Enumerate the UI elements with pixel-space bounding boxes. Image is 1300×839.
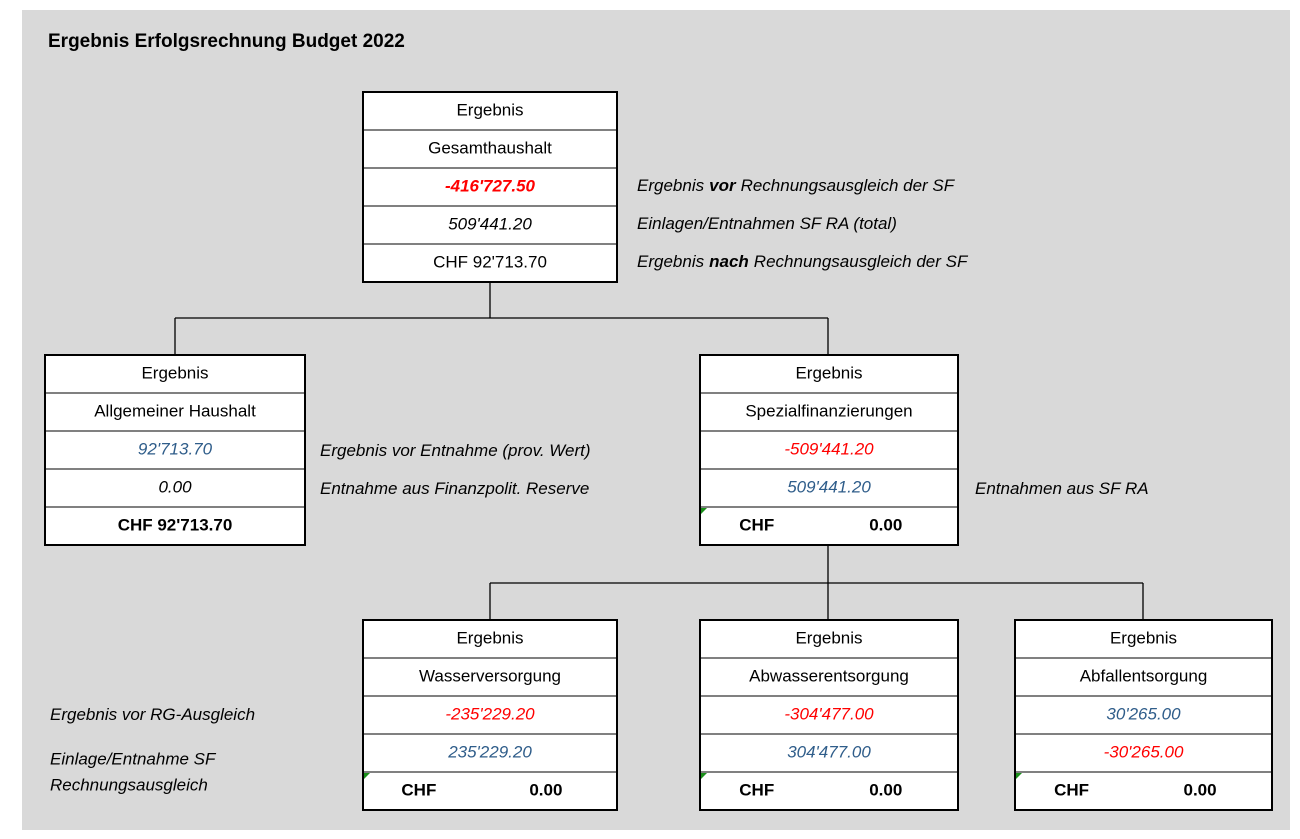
note-part: Entnahmen aus SF RA [975, 479, 1149, 498]
result-box: Ergebnis Allgemeiner Haushalt 92'713.70 0.0… [44, 354, 306, 546]
cell-text: 509'441.20 [448, 214, 532, 233]
result-box: Ergebnis Abwasserentsorgung -304'477.00 304… [699, 619, 959, 811]
cell-text: 0.00 [158, 477, 192, 496]
note-line: Einlage/Entnahme SF [50, 749, 217, 768]
cell-text: Abfallentsorgung [1080, 666, 1208, 685]
cell-text: CHF 92'713.70 [433, 252, 547, 271]
result-box: Ergebnis Spezialfinanzierungen -509'441.20… [699, 354, 959, 546]
cell-marker [701, 508, 707, 514]
cell-text: -509'441.20 [784, 439, 874, 458]
note-part: nach [709, 252, 749, 271]
note-part: Ergebnis vor RG-Ausgleich [50, 705, 255, 724]
cell-marker [364, 773, 370, 779]
amount: 0.00 [1183, 780, 1216, 799]
cell-text: Wasserversorgung [419, 666, 561, 685]
amount: 0.00 [529, 780, 562, 799]
cell-text: -304'477.00 [784, 704, 874, 723]
cell-text: Abwasserentsorgung [749, 666, 909, 685]
cell-text: Ergebnis [795, 628, 862, 647]
box-frame [699, 619, 959, 811]
box-frame [362, 619, 618, 811]
cell-text: -30'265.00 [1104, 742, 1184, 761]
note-part: vor [709, 176, 737, 195]
cell-marker [1016, 773, 1022, 779]
cell-text: Spezialfinanzierungen [745, 401, 912, 420]
cell-marker [701, 773, 707, 779]
box-frame [699, 354, 959, 546]
box-frame [44, 354, 306, 546]
cell-text: Ergebnis [1110, 628, 1177, 647]
result-box: Ergebnis Wasserversorgung -235'229.20 235'2… [362, 619, 618, 811]
note: Entnahmen aus SF RA [975, 479, 1149, 498]
result-box: Ergebnis Abfallentsorgung 30'265.00 -30'265… [1014, 619, 1273, 811]
note-part: Ergebnis [637, 176, 705, 195]
cell-text: 30'265.00 [1106, 704, 1181, 723]
connectors [174, 282, 1144, 620]
cell-text: -235'229.20 [445, 704, 535, 723]
note: Ergebnis vor RG-Ausgleich [50, 705, 255, 724]
cell-text: Gesamthaushalt [428, 138, 552, 157]
box-frame [1014, 619, 1273, 811]
connector [174, 282, 829, 355]
cell-text: -416'727.50 [445, 176, 536, 195]
cell-text: Allgemeiner Haushalt [94, 401, 256, 420]
cell-text: 509'441.20 [787, 477, 871, 496]
note-part: Entnahme aus Finanzpolit. Reserve [320, 479, 589, 498]
result-box: Ergebnis Gesamthaushalt -416'727.50 509'441… [362, 91, 618, 283]
note-line: Rechnungsausgleich [50, 775, 208, 794]
cell-text: 235'229.20 [447, 742, 532, 761]
note: Ergebnis nach Rechnungsausgleich der SF [637, 252, 969, 271]
note-part: Rechnungsausgleich der SF [741, 176, 956, 195]
note: Entnahme aus Finanzpolit. Reserve [320, 479, 589, 498]
currency: CHF [401, 780, 436, 799]
cell-text: Ergebnis [141, 363, 208, 382]
note-part: Ergebnis [637, 252, 705, 271]
connector [489, 545, 1144, 620]
cell-text: CHF 92'713.70 [118, 515, 233, 534]
amount: 0.00 [869, 515, 902, 534]
cell-text: Ergebnis [456, 628, 523, 647]
currency: CHF [739, 515, 774, 534]
currency: CHF [1054, 780, 1089, 799]
cell-text: 92'713.70 [138, 439, 213, 458]
title: Ergebnis Erfolgsrechnung Budget 2022 [48, 31, 405, 52]
currency: CHF [739, 780, 774, 799]
note-part: Einlagen/Entnahmen SF RA (total) [637, 214, 897, 233]
note-part: Ergebnis vor Entnahme (prov. Wert) [320, 441, 591, 460]
note: Ergebnis vor Entnahme (prov. Wert) [320, 441, 591, 460]
note: Ergebnis vor Rechnungsausgleich der SF [637, 176, 956, 195]
cell-text: Ergebnis [795, 363, 862, 382]
box-frame [362, 91, 618, 283]
cell-text: Ergebnis [456, 100, 523, 119]
amount: 0.00 [869, 780, 902, 799]
note-part: Rechnungsausgleich der SF [754, 252, 969, 271]
note: Einlagen/Entnahmen SF RA (total) [637, 214, 897, 233]
cell-text: 304'477.00 [787, 742, 871, 761]
